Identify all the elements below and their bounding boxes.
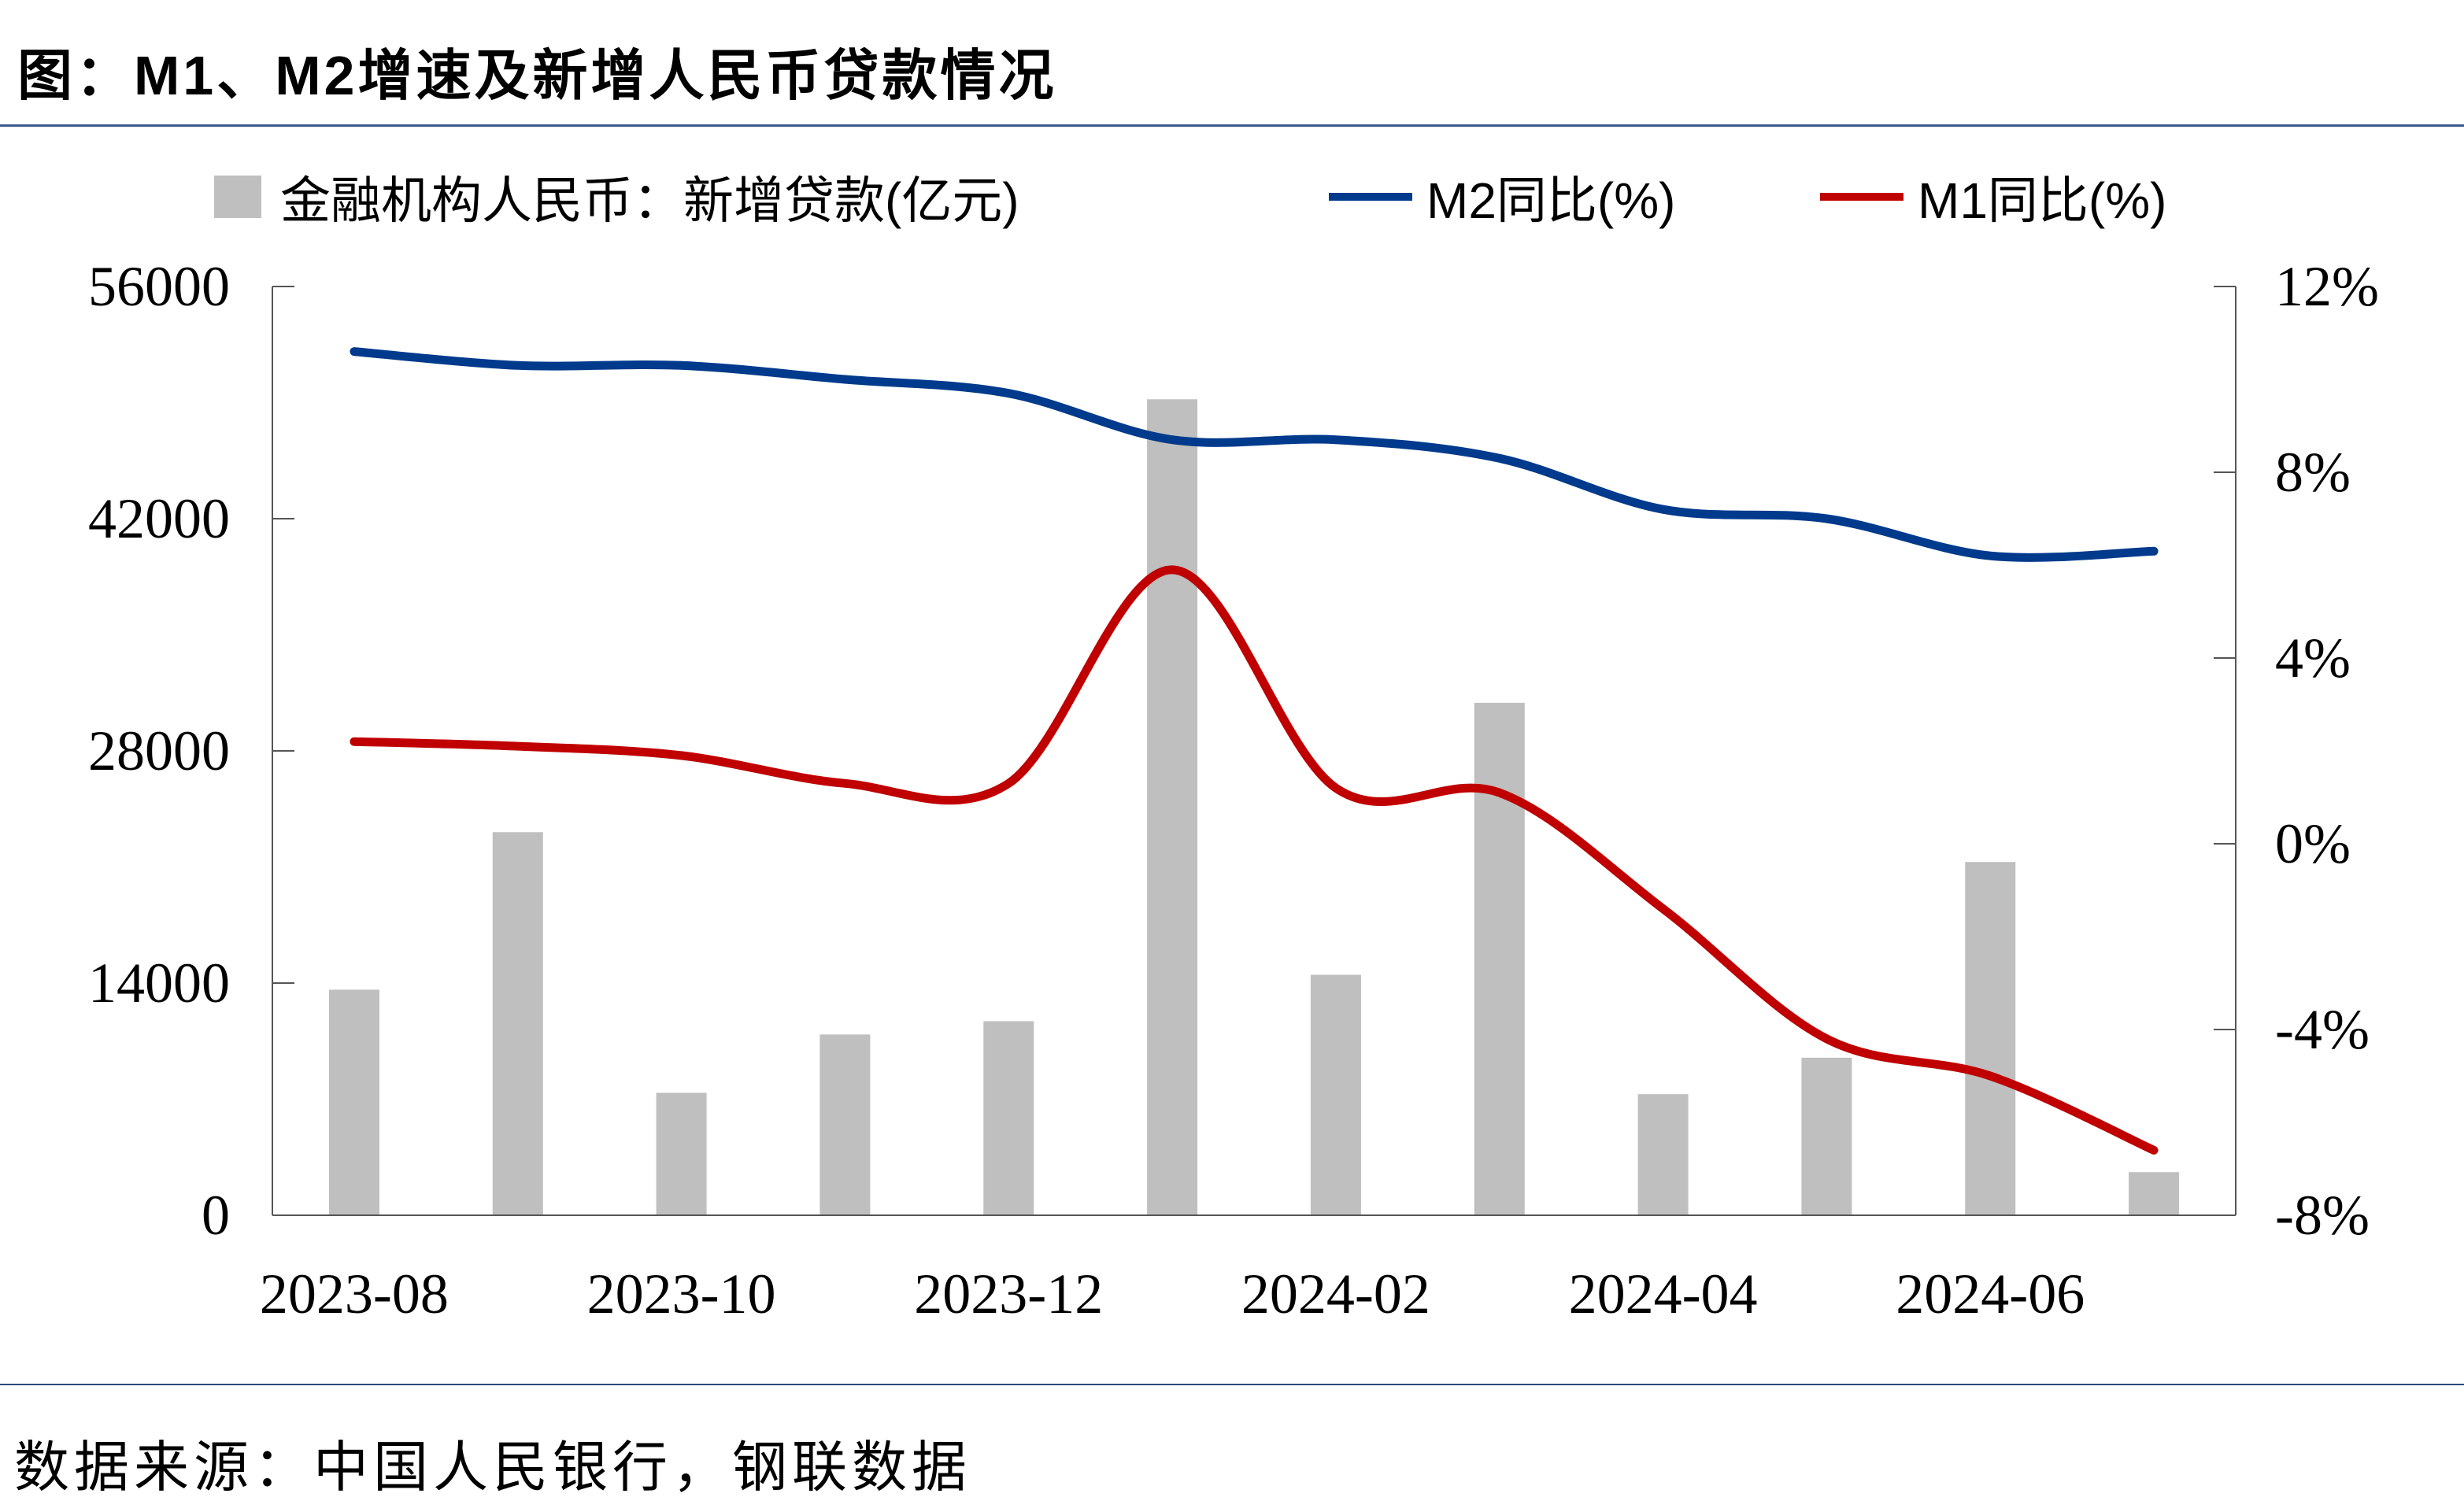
x-tick-label: 2023-12 bbox=[914, 1262, 1103, 1325]
right-tick-label: 12% bbox=[2275, 255, 2379, 318]
legend-swatch-m1 bbox=[1820, 193, 1903, 201]
right-tick-label: -4% bbox=[2275, 998, 2370, 1061]
bar-2024-07 bbox=[2129, 1172, 2180, 1215]
source-note: 数据来源：中国人民银行，钢联数据 bbox=[14, 1438, 971, 1499]
bar-2024-06 bbox=[1965, 862, 2016, 1215]
bottom-divider bbox=[0, 1384, 2464, 1385]
legend-label-m2: M2同比(%) bbox=[1426, 172, 1676, 229]
bar-2024-03 bbox=[1474, 702, 1525, 1215]
bar-2023-10 bbox=[656, 1092, 707, 1215]
left-tick-label: 56000 bbox=[88, 255, 230, 318]
m2-line bbox=[350, 347, 2159, 562]
bar-2023-12 bbox=[983, 1021, 1034, 1215]
bar-2023-08 bbox=[328, 989, 379, 1215]
left-tick-label: 0 bbox=[202, 1184, 230, 1247]
x-tick-label: 2024-04 bbox=[1569, 1262, 1758, 1325]
top-divider bbox=[0, 124, 2464, 127]
legend-label-m1: M1同比(%) bbox=[1918, 172, 2167, 229]
bar-2024-01 bbox=[1147, 399, 1198, 1216]
left-tick-label: 28000 bbox=[88, 719, 230, 782]
chart-title: 图：M1、M2增速及新增人民币贷款情况 bbox=[17, 45, 1057, 106]
right-tick-label: 0% bbox=[2275, 812, 2351, 875]
bar-2024-05 bbox=[1801, 1057, 1852, 1215]
left-tick-label: 14000 bbox=[88, 952, 230, 1015]
left-tick-label: 42000 bbox=[88, 487, 230, 550]
legend-item-loans: 金融机构人民币：新增贷款(亿元) bbox=[214, 161, 1019, 232]
x-tick-label: 2024-06 bbox=[1896, 1262, 2085, 1325]
legend-swatch-loans bbox=[214, 176, 261, 218]
right-tick-label: 8% bbox=[2275, 441, 2351, 504]
legend-item-m2: M2同比(%) bbox=[1329, 161, 1675, 232]
legend-label-loans: 金融机构人民币：新增贷款(亿元) bbox=[280, 172, 1019, 229]
legend: 金融机构人民币：新增贷款(亿元) M2同比(%) M1同比(%) bbox=[0, 161, 2464, 232]
x-tick-label: 2023-08 bbox=[260, 1262, 449, 1325]
legend-item-m1: M1同比(%) bbox=[1820, 161, 2166, 232]
right-tick-label: 4% bbox=[2275, 627, 2351, 689]
bar-2024-04 bbox=[1637, 1094, 1689, 1215]
x-tick-label: 2023-10 bbox=[587, 1262, 776, 1325]
bar-2024-02 bbox=[1310, 974, 1361, 1215]
m1-line bbox=[350, 565, 2159, 1155]
x-tick-label: 2024-02 bbox=[1241, 1262, 1430, 1325]
legend-swatch-m2 bbox=[1329, 193, 1412, 201]
bar-2023-11 bbox=[819, 1034, 871, 1215]
bar-2023-09 bbox=[492, 832, 543, 1215]
right-tick-label: -8% bbox=[2275, 1184, 2370, 1247]
